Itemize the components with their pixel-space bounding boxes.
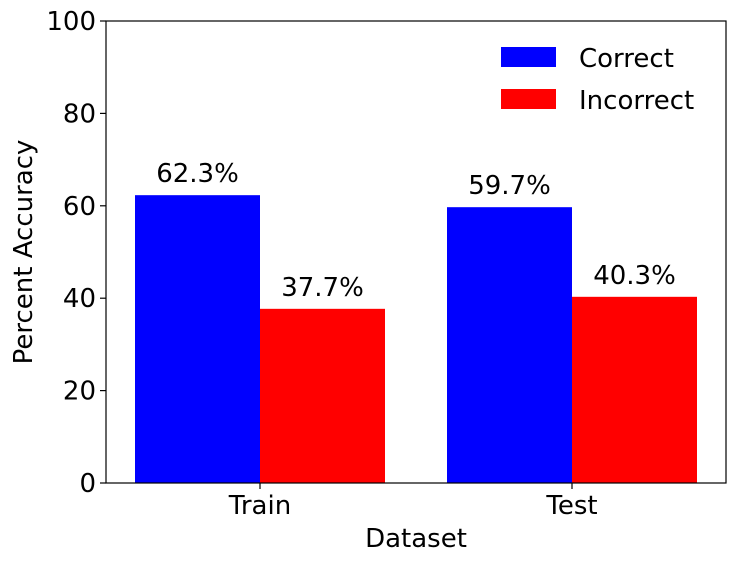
y-tick-label: 80 <box>63 99 96 129</box>
ticks-layer: 0 20 40 60 80 100 Train Test <box>46 7 597 521</box>
data-label-correct-test: 59.7% <box>468 171 551 201</box>
x-axis-label: Dataset <box>365 524 467 554</box>
y-axis-label: Percent Accuracy <box>9 140 39 365</box>
bar-correct-train <box>135 195 260 483</box>
bar-incorrect-train <box>260 308 385 483</box>
x-tick-label: Test <box>545 491 597 521</box>
y-tick-label: 20 <box>63 377 96 407</box>
bar-incorrect-test <box>572 296 697 483</box>
y-tick-label: 100 <box>46 7 96 37</box>
y-tick-label: 40 <box>63 284 96 314</box>
data-labels-layer: 62.3% 37.7% 59.7% 40.3% <box>156 159 676 303</box>
data-label-correct-train: 62.3% <box>156 159 239 189</box>
bar-correct-test <box>447 207 572 483</box>
legend-label-incorrect: Incorrect <box>579 86 694 116</box>
legend-swatch-incorrect <box>501 89 556 109</box>
y-tick-label: 60 <box>63 192 96 222</box>
x-tick-label: Train <box>228 491 291 521</box>
data-label-incorrect-train: 37.7% <box>281 273 364 303</box>
legend: Correct Incorrect <box>501 44 694 116</box>
bars-layer <box>135 195 697 483</box>
y-tick-label: 0 <box>79 469 96 499</box>
data-label-incorrect-test: 40.3% <box>593 261 676 291</box>
plot-frame <box>105 20 727 484</box>
legend-label-correct: Correct <box>579 44 674 74</box>
legend-swatch-correct <box>501 47 556 67</box>
